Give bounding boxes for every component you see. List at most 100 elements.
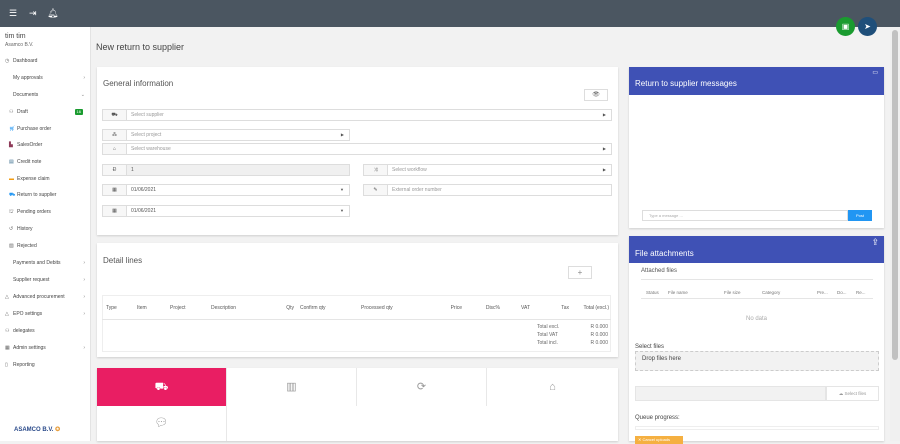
sidebar-item-return-to-supplier[interactable]: ⛟ Return to supplier [0,189,91,201]
select-files-button[interactable]: ☁︎ Select files [826,386,879,401]
column-header[interactable]: Project [170,305,186,311]
sidebar-item-rejected[interactable]: ▧ Rejected [0,240,91,252]
sidebar-item-expense-claim[interactable]: ▬ Expense claim [0,173,91,185]
total-value: R 0.000 [590,340,608,346]
report-icon: ▯ [5,362,8,368]
save-button[interactable]: ▣ [836,17,855,36]
sidebar-item-advanced-procurement[interactable]: △ Advanced procurement › [0,291,91,303]
sidebar-item-purchase-order[interactable]: 🛒︎ Purchase order [0,123,91,135]
date-field-2[interactable]: ▦ 01/06/2021 ▼ [102,205,350,217]
sidebar-item-salesorder[interactable]: ▙ SalesOrder [0,139,91,151]
total-value: R 0.000 [590,324,608,330]
column-header[interactable]: Tax [561,305,569,311]
column-header[interactable]: Description [211,305,237,311]
queue-progress-label: Queue progress: [635,415,680,421]
expense-icon: ▬ [9,176,14,182]
total-label: Total VAT [537,332,558,338]
credit-note-icon: ▤ [9,159,14,165]
warehouse-select[interactable]: ⌂ Select warehouse ▶ [102,143,612,155]
sidebar-item-history[interactable]: ↺ History [0,223,91,235]
project-select[interactable]: ⁂ Select project ▶ [102,129,350,141]
logout-icon[interactable]: ⇥ [29,8,37,18]
draft-count-badge: 16 [74,109,83,115]
chat-icon[interactable]: ▭ [872,70,878,76]
user-name: tim tim [5,33,26,40]
chevron-icon: ⌄ [80,92,85,98]
sidebar-item-admin-settings[interactable]: ▦ Admin settings › [0,342,91,354]
add-line-button[interactable]: + [568,266,592,279]
card-title: General information [103,79,174,88]
chevron-icon: › [83,294,85,300]
date-field-1[interactable]: ▦ 01/06/2021 ▼ [102,184,350,196]
select-files-label: Select files [635,344,665,350]
eye-toggle-button[interactable]: 👁︎ [584,89,608,101]
file-column-header[interactable]: File name [668,290,688,295]
truck-icon: ⛟ [154,381,169,393]
column-header[interactable]: Total (excl.) [583,305,609,311]
queue-progress-bar [635,426,879,430]
card-title: File attachments [635,249,694,258]
upload-icon[interactable]: ⇪ [871,237,879,247]
sidebar-item-dashboard[interactable]: ◷ Dashboard [0,55,91,67]
cancel-uploads-button[interactable]: ✕ Cancel uploads [635,436,683,444]
send-button[interactable]: ➤ [858,17,877,36]
detail-table [102,295,611,352]
total-label: Total incl. [537,340,558,346]
file-name-display [635,386,826,401]
message-input[interactable]: Type a message ... [642,210,848,221]
card-title: Detail lines [103,256,143,265]
sidebar-item-supplier-request[interactable]: Supplier request › [0,274,91,286]
sidebar-item-delegates[interactable]: ⚇ delegates [0,325,91,337]
page-title: New return to supplier [96,42,185,52]
chevron-icon: › [83,345,85,351]
file-column-header[interactable]: Status [646,290,659,295]
external-order-input[interactable]: ✎ External order number [363,184,612,196]
tab-home[interactable]: ⌂ [487,368,618,406]
file-column-header[interactable]: Re... [856,290,866,295]
column-header[interactable]: Confirm qty [300,305,326,311]
sidebar-item-epo-settings[interactable]: △ EPO settings › [0,308,91,320]
sidebar-item-pending-orders[interactable]: ⛫ Pending orders [0,206,91,218]
sidebar-item-my-approvals[interactable]: My approvals › [0,72,91,84]
chart-icon: ▥ [286,381,297,393]
admin-icon: ▦ [5,345,10,351]
messages-card: Return to supplier messages ▭ Type a mes… [629,67,884,228]
card-title: Return to supplier messages [635,79,737,88]
column-header[interactable]: Price [450,305,462,311]
sidebar-item-documents[interactable]: Documents ⌄ [0,89,91,101]
column-header[interactable]: Item [137,305,147,311]
tab-comment[interactable]: 💬︎ [97,406,227,441]
tab-truck[interactable]: ⛟ [97,368,227,406]
file-column-header[interactable]: File size [724,290,741,295]
scrollbar-thumb[interactable] [892,30,898,360]
home-icon: ⌂ [549,381,556,393]
supplier-select[interactable]: ⛟ Select supplier ▶ [102,109,612,121]
menu-icon[interactable]: ☰ [9,8,18,18]
file-attachments-card: File attachments ⇪ Attached files Status… [629,236,884,444]
workflow-select[interactable]: ⤨ Select workflow ▶ [363,164,612,176]
file-column-header[interactable]: Category [762,290,781,295]
file-column-header[interactable]: Pre... [817,290,828,295]
column-header[interactable]: Disc% [485,305,500,311]
sidebar-item-reporting[interactable]: ▯ Reporting [0,359,91,371]
drop-zone[interactable]: Drop files here [635,351,879,371]
post-button[interactable]: Post [848,210,872,221]
settings-icon: △ [5,311,9,317]
file-column-header[interactable]: Do... [837,290,847,295]
bell-icon[interactable]: 🔔︎ [47,8,59,18]
history-icon: ↺ [9,226,14,232]
sidebar-item-draft[interactable]: ⚇ Draft 16 [0,106,91,118]
delegates-icon: ⚇ [5,328,10,334]
calendar-icon: ▦ [103,185,127,195]
sidebar-item-credit-note[interactable]: ▤ Credit note [0,156,91,168]
draft-icon: ⚇ [9,109,14,115]
column-header[interactable]: Processed qty [361,305,393,311]
total-label: Total excl. [537,324,560,330]
chevron-icon: › [83,75,85,81]
tab-chart[interactable]: ▥ [227,368,357,406]
column-header[interactable]: Qty [286,305,294,311]
column-header[interactable]: VAT [521,305,530,311]
sidebar-item-payments-and-debits[interactable]: Payments and Debits › [0,257,91,269]
tab-refresh[interactable]: ⟳ [357,368,487,406]
column-header[interactable]: Type [106,305,117,311]
